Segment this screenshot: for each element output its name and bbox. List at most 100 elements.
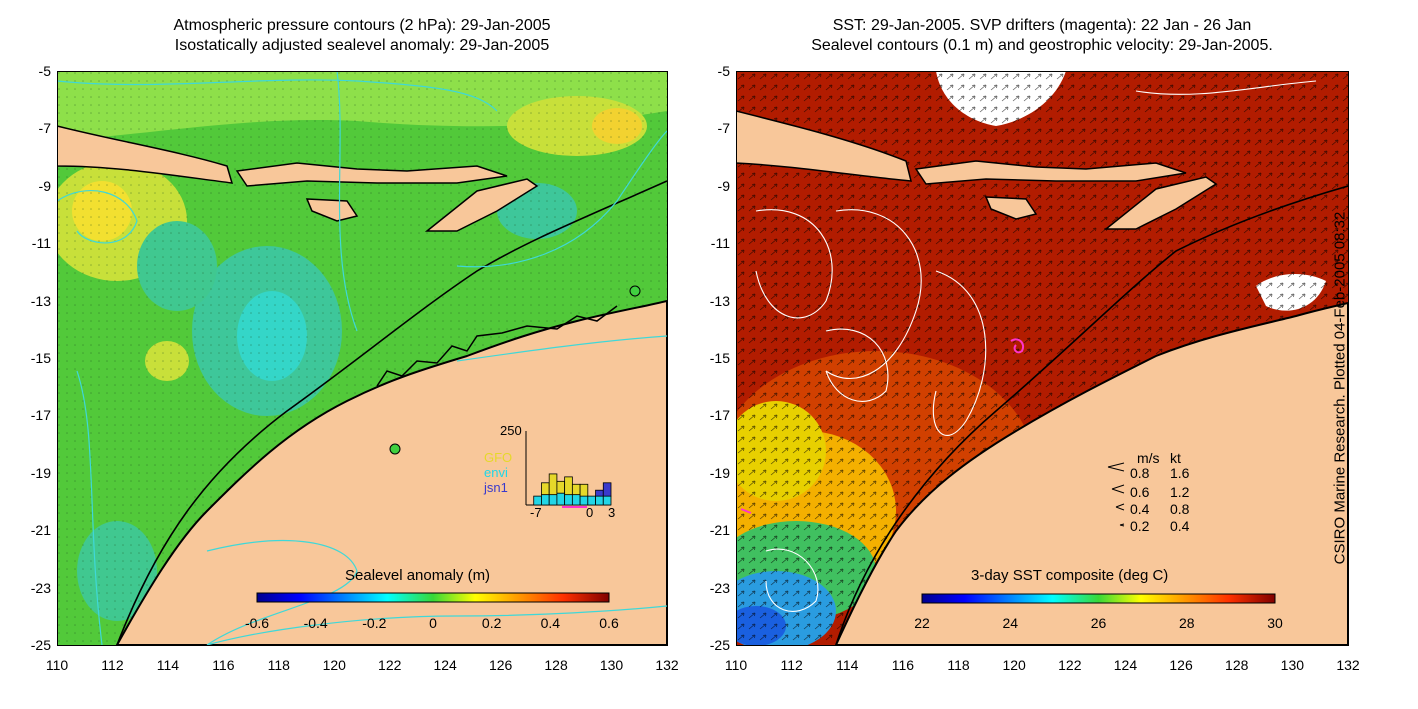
inset-legend-gfo: GFO [484, 450, 513, 465]
sst-colorbar-tick: 22 [914, 615, 930, 631]
velocity-legend-ms-0-2: 0.2 [1130, 518, 1150, 534]
pressure-contour [206, 539, 358, 645]
right-x-tick-label: 132 [1336, 657, 1360, 673]
sealevel-colorbar-tick: -0.6 [244, 615, 270, 631]
right-x-tick-label: 114 [836, 657, 859, 673]
legend-arrow-0-8 [1107, 462, 1125, 472]
sealevel-anomaly-map [57, 71, 667, 645]
inset-xtick-zero: 0 [586, 505, 594, 520]
sealevel-colorbar-tick: 0.2 [481, 615, 502, 631]
right-x-tick-label: 126 [1169, 657, 1193, 673]
right-y-tick-label: -17 [709, 407, 730, 424]
sealevel-map-canvas [57, 71, 667, 645]
inset-bar-envi [571, 494, 581, 506]
left-x-tick-label: 128 [544, 657, 568, 673]
right-y-tick-label: -21 [709, 522, 730, 539]
right-y-tick-label: -13 [709, 292, 730, 309]
left-x-tick-label: 116 [212, 657, 235, 673]
sealevel-colorbar-label: Sealevel anomaly (m) [345, 567, 491, 584]
pressure-contour [206, 605, 667, 645]
left-x-tick-label: 130 [599, 657, 624, 673]
left-x-tick-label: 126 [488, 657, 513, 673]
right-y-tick-label: -25 [709, 637, 730, 653]
sealevel-contour [825, 209, 922, 380]
velocity-legend-kt-1-6: 1.6 [1170, 465, 1190, 481]
velocity-legend-kt-1-2: 1.2 [1170, 484, 1190, 500]
right-x-tick-label: 130 [1280, 657, 1305, 673]
sealevel-colorbar-tick: -0.2 [362, 615, 387, 631]
northwest-coastline [376, 305, 618, 387]
left-x-tick-label: 112 [101, 657, 124, 673]
pressure-contour [336, 71, 358, 332]
left-y-tick-label: -23 [30, 579, 51, 596]
inset-bar-envi [602, 495, 612, 506]
inset-ymax-label: 250 [500, 423, 522, 438]
sealevel-contour [1135, 80, 1317, 95]
legend-arrow-0-6 [1111, 484, 1125, 494]
right-x-tick-label: 124 [1113, 657, 1138, 673]
australia-land [834, 301, 1348, 645]
left-map-title: Atmospheric pressure contours (2 hPa): 2… [57, 16, 667, 56]
left-y-tick-label: -7 [38, 120, 51, 137]
altimeter-count-inset [525, 431, 612, 508]
right-y-tick-label: -19 [709, 464, 730, 481]
svp-drifter-track [1010, 338, 1024, 354]
inset-xtick-end: 3 [608, 505, 616, 520]
inset-xtick-start: -7 [530, 505, 542, 520]
shelf-break [835, 185, 1348, 645]
right-x-tick-label: 118 [947, 657, 970, 673]
velocity-legend-arrows [1107, 462, 1125, 527]
left-y-tick-label: -21 [30, 522, 51, 539]
sst-colorbar-tick: 26 [1090, 615, 1107, 631]
left-y-tick-label: -25 [30, 637, 51, 653]
right-y-tick-label: -7 [717, 120, 730, 137]
inset-bar-gfo [579, 483, 589, 497]
right-x-tick-label: 120 [1002, 657, 1026, 673]
credit-text: CSIRO Marine Research. Plotted 04-Feb-20… [1331, 211, 1349, 565]
java-land [736, 110, 912, 182]
left-y-tick-label: -15 [30, 350, 51, 366]
right-y-tick-label: -15 [709, 350, 730, 366]
left-y-tick-label: -5 [38, 63, 51, 79]
left-x-tick-label: 120 [322, 657, 346, 673]
sealevel-contour [755, 209, 833, 319]
left-y-tick-label: -11 [31, 235, 51, 252]
timor-island [424, 178, 539, 232]
left-y-tick-label: -13 [30, 292, 51, 309]
sst-colorbar-tick: 30 [1267, 615, 1283, 631]
velocity-legend-header-kt: kt [1170, 450, 1181, 466]
inset-bar-envi [579, 495, 589, 506]
sst-colorbar [921, 593, 1276, 604]
lesser-sunda-islands [235, 162, 508, 187]
pressure-contour [57, 190, 138, 244]
right-title-line-1: SST: 29-Jan-2005. SVP drifters (magenta)… [832, 17, 1252, 34]
svp-drifter-track [740, 508, 752, 514]
sumba-island [305, 198, 359, 222]
sealevel-colorbar-tick: 0 [429, 615, 437, 631]
inset-bar-jsn1 [595, 489, 604, 497]
left-x-tick-label: 110 [45, 657, 69, 673]
velocity-legend-kt-0-4: 0.4 [1170, 518, 1190, 534]
sealevel-colorbar-tick: -0.4 [303, 615, 328, 631]
left-title-line-2: Isostatically adjusted sealevel anomaly:… [174, 37, 550, 54]
inset-bar-gfo [541, 482, 550, 496]
right-x-tick-label: 122 [1058, 657, 1082, 673]
velocity-legend-ms-0-4: 0.4 [1130, 501, 1150, 517]
inset-legend-envi: envi [484, 465, 508, 480]
velocity-legend-header-ms: m/s [1137, 450, 1160, 466]
left-y-tick-label: -19 [30, 464, 51, 481]
legend-arrow-0-2 [1119, 523, 1125, 527]
right-x-tick-label: 128 [1225, 657, 1249, 673]
left-y-tick-label: -17 [30, 407, 51, 424]
inset-bar-envi [533, 495, 542, 506]
right-title-line-2: Sealevel contours (0.1 m) and geostrophi… [811, 37, 1273, 54]
legend-arrow-0-4 [1115, 503, 1125, 511]
velocity-legend-kt-0-8: 0.8 [1170, 501, 1190, 517]
tide-gauge-marker [389, 443, 401, 455]
inset-bar-gfo [548, 473, 558, 496]
sealevel-colorbar-tick: 0.6 [599, 615, 619, 631]
sst-colorbar-tick: 24 [1002, 615, 1019, 631]
velocity-legend-ms-0-8: 0.8 [1130, 465, 1150, 481]
sst-colorbar-label: 3-day SST composite (deg C) [971, 567, 1169, 584]
left-x-tick-label: 114 [156, 657, 180, 673]
